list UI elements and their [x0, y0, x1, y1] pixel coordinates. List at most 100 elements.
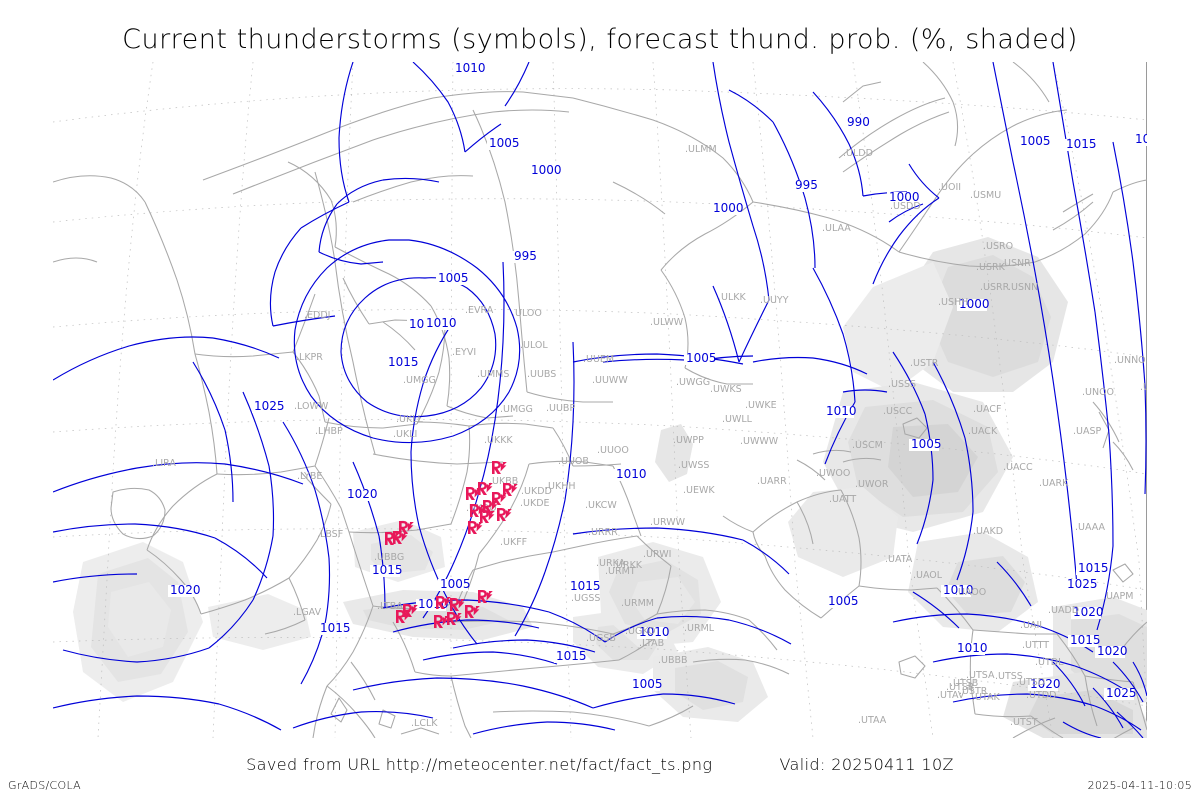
station-label: .UAII [1020, 620, 1042, 631]
station-label: .UTAA [858, 715, 887, 726]
station-label: .ULMM [685, 144, 717, 155]
station-label: .LTAB [639, 638, 664, 649]
station-label: .UAKD [973, 526, 1003, 537]
station-label: .USNN [1008, 282, 1038, 293]
station-label: .URWI [643, 549, 671, 560]
station-label: .EVRA [465, 305, 494, 316]
map-frame-right-edge [1146, 62, 1147, 738]
generation-timestamp: 2025-04-11-10:05 [1087, 779, 1192, 792]
isobar-label: 1010 [614, 467, 647, 481]
station-label: .URKA [596, 558, 626, 569]
isobar-label: 990 [845, 115, 875, 129]
station-label: .URML [684, 623, 715, 634]
thunderstorm-symbol [396, 610, 411, 623]
svg-text:1010: 1010 [455, 62, 486, 75]
station-label: .UWGG [676, 377, 710, 388]
svg-text:1015: 1015 [1078, 561, 1109, 575]
svg-text:1020: 1020 [1073, 605, 1104, 619]
svg-text:1015: 1015 [320, 621, 351, 635]
isobar-label: 1020 [345, 487, 378, 501]
station-label: .UWLL [722, 414, 753, 425]
station-label: .UTDL [1035, 657, 1064, 668]
station-label: .UKLI [393, 429, 417, 440]
svg-text:1005: 1005 [440, 577, 471, 591]
station-label: .UKKK [484, 435, 513, 446]
svg-text:1005: 1005 [1020, 134, 1051, 148]
svg-text:1000: 1000 [889, 190, 920, 204]
isobar-label: 1015 [386, 355, 419, 369]
thunderstorm-symbol [468, 521, 483, 534]
isobar-label: 995 [793, 178, 823, 192]
station-label: .UATA [885, 554, 913, 565]
station-label: .USSS [888, 379, 916, 390]
station-label: .ULOO [512, 308, 542, 319]
svg-text:1020: 1020 [1030, 677, 1061, 691]
station-labels: .EDDJ .LKPR .LOWW .LHBP .LIRA .LYBE .LBSF .UKLL… [152, 144, 1147, 729]
isobar-label: 1010 [824, 404, 857, 418]
station-label: .LKPR [296, 352, 323, 363]
thunderstorm-symbol [434, 615, 449, 628]
station-label: .UKFF [500, 537, 527, 548]
station-label: .UAPM [1103, 591, 1133, 602]
station-label: .UAAA [1075, 522, 1105, 533]
svg-text:1025: 1025 [1106, 686, 1137, 700]
station-label: .UWOR [855, 479, 889, 490]
svg-text:1005: 1005 [438, 271, 469, 285]
svg-text:1015: 1015 [570, 579, 601, 593]
station-label: .UTDD [1026, 690, 1056, 701]
isobar-label: 1020 [1028, 677, 1061, 691]
isobar-label: 1005 [909, 437, 942, 451]
station-label: .UUBP [546, 403, 575, 414]
station-label: .UTST [1010, 717, 1038, 728]
thunderstorm-symbol [399, 521, 414, 534]
station-label: .UAOO [955, 587, 986, 598]
station-label: .UKHH [545, 481, 576, 492]
station-label: .UWPP [673, 435, 704, 446]
isobar-label: 1015 [1068, 633, 1101, 647]
isobar-labels: 1010 990 1015 1025 1005 995 1000 1000 1005 1000 99… [168, 62, 1147, 700]
isobar-label: 1015 [554, 649, 587, 663]
station-label: .UMGG [500, 404, 533, 415]
station-label: .URKK [613, 560, 643, 571]
isobar-label: 1020 [168, 583, 201, 597]
station-label: .ULDD [843, 148, 873, 159]
station-label: .URMM [621, 598, 654, 609]
isobar-label: 1005 [1018, 134, 1051, 148]
station-label: .UGSS [571, 593, 600, 604]
svg-text:1015: 1015 [388, 355, 419, 369]
isobar-label: 1015 [318, 621, 351, 635]
station-label: .UARK [1039, 478, 1069, 489]
station-label: .UATT [829, 494, 856, 505]
station-label: .UUEM [583, 354, 614, 365]
thunderstorm-symbol [492, 461, 507, 474]
saved-from-url-text: Saved from URL http://meteocenter.net/fa… [246, 755, 713, 774]
station-label: .ULOL [520, 340, 548, 351]
isobar-label: 1005 [487, 136, 520, 150]
station-label: .UTSD [1016, 677, 1045, 688]
svg-text:1015: 1015 [1066, 137, 1097, 151]
isobar-label: 1000 [711, 201, 744, 215]
station-label: .UKBB [489, 476, 518, 487]
station-label: .USDD [890, 201, 921, 212]
svg-text:1005: 1005 [489, 136, 520, 150]
station-label: .UNNO [1114, 355, 1146, 366]
station-label: .UUBS [527, 369, 556, 380]
svg-text:1025: 1025 [254, 399, 285, 413]
station-label: .URRR [588, 527, 618, 538]
station-label: .URWW [650, 517, 686, 528]
station-label: .LOWW [294, 401, 329, 412]
svg-text:1015: 1015 [556, 649, 587, 663]
station-label: .USTR [959, 686, 988, 697]
station-label: .URMT [605, 566, 636, 577]
station-label: .UWOO [816, 468, 850, 479]
station-label: .UOII [938, 182, 961, 193]
footer-source-line: Saved from URL http://meteocenter.net/fa… [0, 755, 1200, 774]
grads-cola-credit: GrADS/COLA [8, 779, 81, 792]
thunderstorm-symbol [503, 483, 518, 496]
station-label: .ULAA [822, 223, 851, 234]
isobar-label: 1005 [436, 271, 469, 285]
isobar-label: 1025 [1104, 686, 1137, 700]
thunderstorm-symbol [447, 612, 462, 625]
station-label: .UKCW [585, 500, 617, 511]
isobar-label: 1000 [957, 297, 990, 311]
